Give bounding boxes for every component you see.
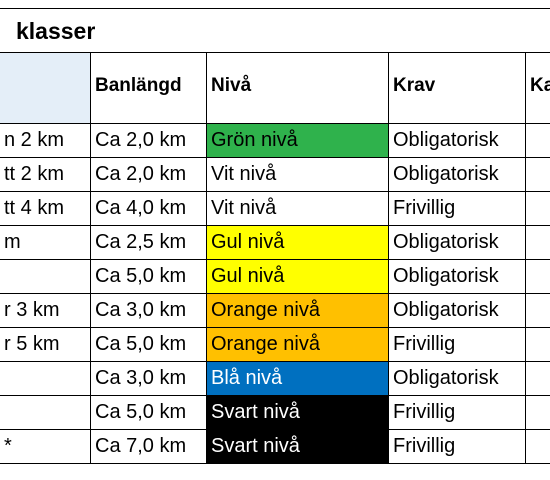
table-cell: Ca 3,0 km bbox=[90, 293, 207, 328]
table-cell bbox=[525, 191, 550, 226]
header-cell: Nivå bbox=[206, 52, 389, 124]
table-cell: Frivillig bbox=[388, 429, 526, 464]
table-cell: m bbox=[0, 225, 91, 260]
table-cell bbox=[525, 395, 550, 430]
table-row: tt 2 km Ca 2,0 km Vit nivå Obligatorisk bbox=[0, 157, 550, 192]
level-cell: Gul nivå bbox=[206, 225, 389, 260]
table-cell: r 5 km bbox=[0, 327, 91, 362]
table-row: Ca 5,0 km Svart nivå Frivillig bbox=[0, 395, 550, 430]
level-cell: Orange nivå bbox=[206, 327, 389, 362]
table-cell: * bbox=[0, 429, 91, 464]
table-cell bbox=[0, 259, 91, 294]
table-cell bbox=[525, 123, 550, 158]
table-cell: Obligatorisk bbox=[388, 259, 526, 294]
table-cell bbox=[0, 361, 91, 396]
table-row: Ca 5,0 km Gul nivå Obligatorisk bbox=[0, 259, 550, 294]
table-cell: Ca 2,5 km bbox=[90, 225, 207, 260]
table-row: * Ca 7,0 km Svart nivå Frivillig bbox=[0, 429, 550, 464]
table-cell bbox=[525, 225, 550, 260]
level-cell: Gul nivå bbox=[206, 259, 389, 294]
table-cell: Ca 7,0 km bbox=[90, 429, 207, 464]
table-row: r 5 km Ca 5,0 km Orange nivå Frivillig bbox=[0, 327, 550, 362]
title: klasser bbox=[16, 18, 96, 44]
table-cell: tt 4 km bbox=[0, 191, 91, 226]
level-cell: Vit nivå bbox=[206, 157, 389, 192]
table-cell: Ca 4,0 km bbox=[90, 191, 207, 226]
header-cell: Krav bbox=[388, 52, 526, 124]
header-cell: Banlängd bbox=[90, 52, 207, 124]
table-cell: Obligatorisk bbox=[388, 123, 526, 158]
table-cell bbox=[525, 157, 550, 192]
header-cell bbox=[0, 52, 91, 124]
table-cell: Frivillig bbox=[388, 191, 526, 226]
level-cell: Vit nivå bbox=[206, 191, 389, 226]
header-row: BanlängdNivåKravKa bbox=[0, 52, 550, 124]
level-cell: Svart nivå bbox=[206, 429, 389, 464]
table-cell: Ca 2,0 km bbox=[90, 123, 207, 158]
table-cell: Ca 3,0 km bbox=[90, 361, 207, 396]
table-row: r 3 km Ca 3,0 km Orange nivå Obligatorisk bbox=[0, 293, 550, 328]
table-cell: Ca 5,0 km bbox=[90, 395, 207, 430]
table-cell: Obligatorisk bbox=[388, 361, 526, 396]
level-cell: Grön nivå bbox=[206, 123, 389, 158]
table-cell: Ca 5,0 km bbox=[90, 259, 207, 294]
table-cell: Obligatorisk bbox=[388, 225, 526, 260]
level-cell: Orange nivå bbox=[206, 293, 389, 328]
header-cell: Ka bbox=[525, 52, 550, 124]
table-cell: Ca 2,0 km bbox=[90, 157, 207, 192]
table-cell: tt 2 km bbox=[0, 157, 91, 192]
level-cell: Blå nivå bbox=[206, 361, 389, 396]
table-cell bbox=[525, 293, 550, 328]
table-cell bbox=[525, 361, 550, 396]
title-bar: klasser bbox=[0, 8, 550, 52]
table-cell bbox=[525, 429, 550, 464]
level-cell: Svart nivå bbox=[206, 395, 389, 430]
table-cell: n 2 km bbox=[0, 123, 91, 158]
table-cell bbox=[525, 259, 550, 294]
table-cell bbox=[525, 327, 550, 362]
table-cell: r 3 km bbox=[0, 293, 91, 328]
table-cell: Obligatorisk bbox=[388, 293, 526, 328]
table-cell: Frivillig bbox=[388, 327, 526, 362]
table-cell: Obligatorisk bbox=[388, 157, 526, 192]
table-cell: Ca 5,0 km bbox=[90, 327, 207, 362]
table-row: tt 4 km Ca 4,0 km Vit nivå Frivillig bbox=[0, 191, 550, 226]
table-cell bbox=[0, 395, 91, 430]
table-row: Ca 3,0 km Blå nivå Obligatorisk bbox=[0, 361, 550, 396]
table-cell: Frivillig bbox=[388, 395, 526, 430]
table-row: n 2 km Ca 2,0 km Grön nivå Obligatorisk bbox=[0, 123, 550, 158]
table-row: m Ca 2,5 km Gul nivå Obligatorisk bbox=[0, 225, 550, 260]
